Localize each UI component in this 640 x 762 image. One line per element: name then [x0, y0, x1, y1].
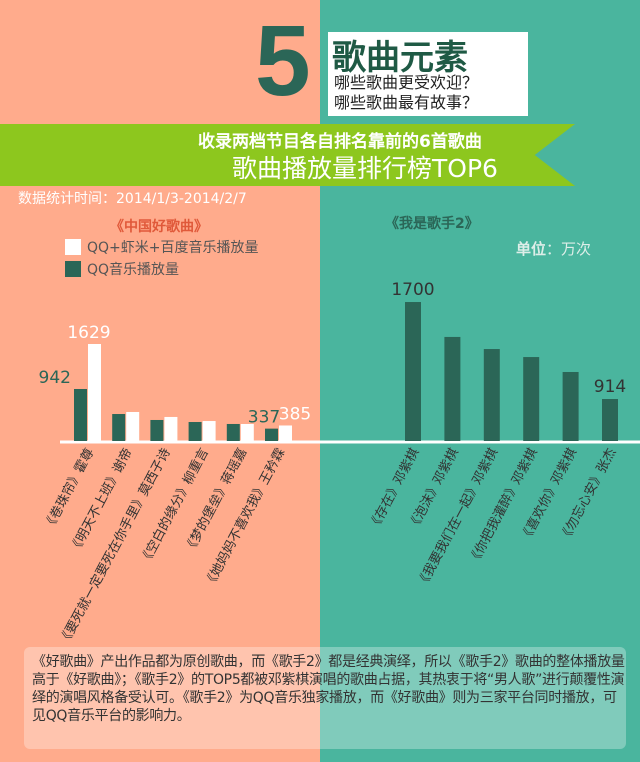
bar-right-3: [523, 357, 540, 441]
x-tick-label: 《空白的缘分》柳重言: [137, 445, 212, 567]
data-label: 914: [594, 377, 626, 397]
bar-total-3: [202, 421, 216, 441]
legend-item-total: QQ+虾米+百度音乐播放量: [65, 237, 259, 257]
chart-heading: 歌曲播放量排行榜TOP6: [232, 154, 498, 183]
date-range: 数据统计时间：2014/1/3-2014/2/7: [18, 191, 247, 207]
data-label: 942: [39, 368, 71, 388]
data-label: 1629: [67, 323, 110, 343]
bar-total-1: [126, 411, 140, 441]
bar-right-5: [602, 399, 618, 441]
bar-right-0: [405, 302, 421, 441]
data-label: 385: [279, 404, 311, 424]
section-title: 歌曲元素: [332, 38, 468, 78]
legend-swatch-dark: [65, 261, 81, 277]
ribbon-banner: [0, 124, 575, 186]
unit-value: ：万次: [546, 240, 592, 258]
right-chart-title: 《我是歌手2》: [385, 216, 479, 232]
data-label: 1700: [391, 280, 434, 300]
bar-right-2: [483, 349, 500, 441]
bar-total-2: [164, 416, 178, 441]
bar-right-4: [562, 371, 579, 441]
title-box: [328, 32, 528, 116]
unit-label: 单位：万次: [516, 238, 591, 259]
legend-swatch-white: [65, 239, 81, 255]
bar-qq-2: [150, 419, 164, 441]
legend-item-qq: QQ音乐播放量: [65, 259, 179, 279]
bar-right-1: [444, 336, 461, 441]
legend-label: QQ+虾米+百度音乐播放量: [87, 240, 259, 256]
bar-qq-4: [226, 423, 240, 441]
bar-total-4: [240, 423, 254, 441]
ribbon-text: 收录两档节目各自排名靠前的6首歌曲: [198, 132, 482, 152]
unit-key: 单位: [516, 240, 547, 258]
bar-qq-3: [188, 422, 202, 441]
section-subtitle: 哪些歌曲更受欢迎？ 哪些歌曲最有故事？: [334, 73, 478, 113]
bar-total-5: [279, 425, 292, 441]
subtitle-1: 哪些歌曲更受欢迎？: [334, 73, 479, 92]
subtitle-2: 哪些歌曲最有故事？: [334, 93, 479, 112]
x-tick-label: 《你把我灌醉》邓紫棋: [466, 445, 541, 567]
bar-qq-1: [112, 414, 126, 441]
bar-qq-0: [74, 388, 87, 441]
bar-qq-5: [265, 428, 278, 441]
legend-label: QQ音乐播放量: [87, 262, 180, 278]
left-chart-title: 《中国好歌曲》: [110, 219, 208, 235]
data-label: 337: [248, 408, 280, 428]
bar-total-0: [88, 344, 101, 441]
summary-text: 《好歌曲》产出作品都为原创歌曲，而《歌手2》都是经典演绎，所以《歌手2》歌曲的整…: [32, 654, 625, 724]
section-number: 5: [255, 5, 311, 117]
summary-note: 《好歌曲》产出作品都为原创歌曲，而《歌手2》都是经典演绎，所以《歌手2》歌曲的整…: [24, 647, 626, 749]
